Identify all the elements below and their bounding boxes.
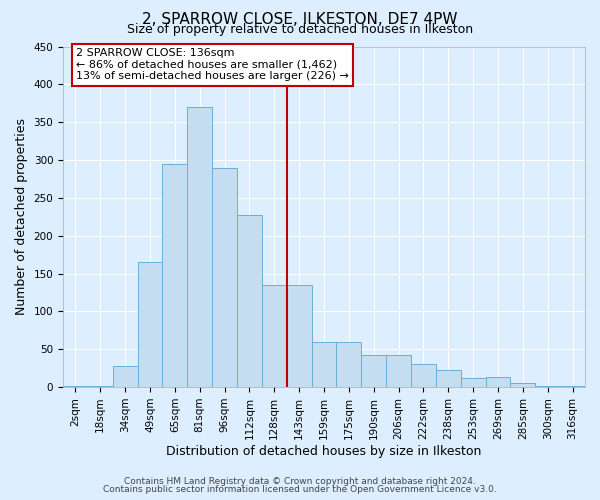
Bar (113, 366, 137, 387)
Bar (411, 364, 436, 387)
Bar (560, 386, 585, 387)
Bar (311, 342, 337, 387)
Bar (262, 285, 287, 387)
Bar (337, 342, 361, 387)
Text: Size of property relative to detached houses in Ilkeston: Size of property relative to detached ho… (127, 22, 473, 36)
Bar (187, 107, 212, 387)
Bar (485, 376, 511, 387)
X-axis label: Distribution of detached houses by size in Ilkeston: Distribution of detached houses by size … (166, 444, 482, 458)
Bar (535, 386, 560, 387)
Bar (461, 378, 485, 387)
Text: Contains public sector information licensed under the Open Government Licence v3: Contains public sector information licen… (103, 485, 497, 494)
Bar (237, 214, 262, 387)
Bar (361, 356, 386, 387)
Bar (137, 262, 163, 387)
Text: 2 SPARROW CLOSE: 136sqm
← 86% of detached houses are smaller (1,462)
13% of semi: 2 SPARROW CLOSE: 136sqm ← 86% of detache… (76, 48, 349, 82)
Bar (63, 386, 88, 387)
Bar (287, 285, 311, 387)
Bar (386, 356, 411, 387)
Bar (163, 164, 187, 387)
Text: Contains HM Land Registry data © Crown copyright and database right 2024.: Contains HM Land Registry data © Crown c… (124, 477, 476, 486)
Bar (88, 386, 113, 387)
Bar (436, 370, 461, 387)
Y-axis label: Number of detached properties: Number of detached properties (15, 118, 28, 316)
Text: 2, SPARROW CLOSE, ILKESTON, DE7 4PW: 2, SPARROW CLOSE, ILKESTON, DE7 4PW (142, 12, 458, 28)
Bar (212, 168, 237, 387)
Bar (511, 384, 535, 387)
